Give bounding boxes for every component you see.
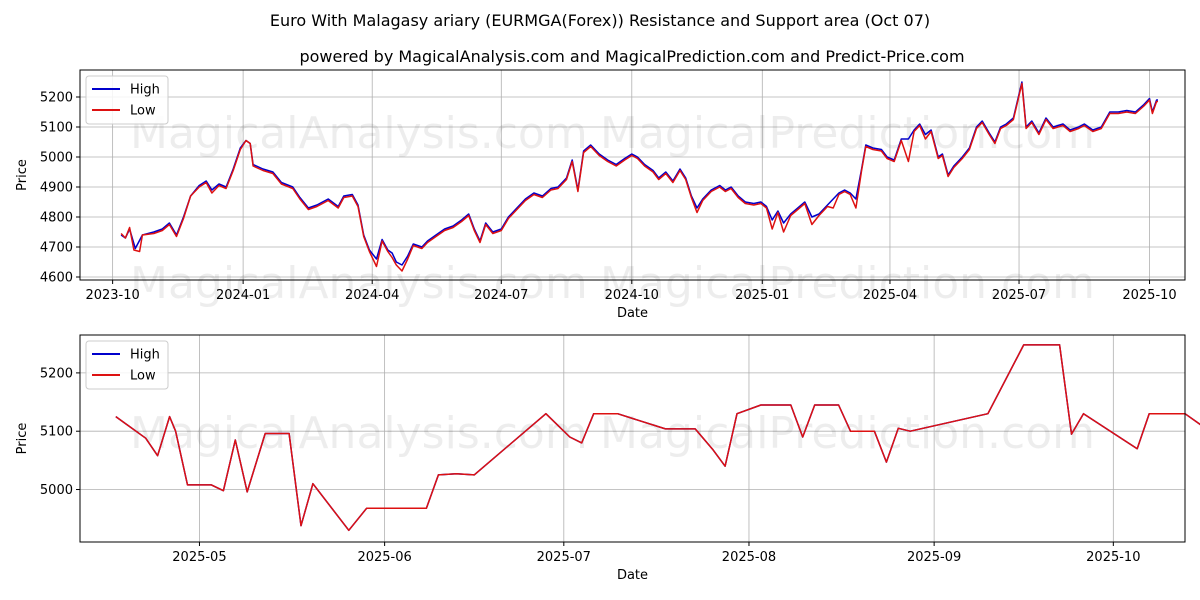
x-axis-label: Date <box>617 568 648 583</box>
watermark-text: MagicalPrediction.com <box>600 258 1095 309</box>
y-tick-label: 5200 <box>40 366 73 381</box>
y-tick-label: 5000 <box>40 151 73 166</box>
x-tick-label: 2025-08 <box>722 550 776 565</box>
legend-label-low: Low <box>130 104 156 119</box>
x-tick-label: 2024-07 <box>474 288 528 303</box>
watermark-text: MagicalAnalysis.com <box>130 258 588 309</box>
series-line-high <box>120 81 1158 266</box>
series-line-low <box>115 344 1200 532</box>
y-axis-label: Price <box>15 159 30 191</box>
x-axis-label: Date <box>617 306 648 321</box>
y-axis-label: Price <box>15 423 30 455</box>
y-tick-label: 5000 <box>40 483 73 498</box>
x-tick-label: 2025-05 <box>172 550 226 565</box>
x-tick-label: 2024-04 <box>345 288 399 303</box>
x-tick-label: 2025-07 <box>992 288 1046 303</box>
legend-label-high: High <box>130 83 160 98</box>
axes-frame <box>79 334 1186 543</box>
grid <box>80 70 1185 280</box>
series-line-low <box>120 82 1158 272</box>
y-tick-label: 4700 <box>40 241 73 256</box>
y-tick-label: 5100 <box>40 121 73 136</box>
axes-frame <box>79 69 1186 281</box>
x-tick-label: 2025-01 <box>735 288 789 303</box>
watermark-text: MagicalPrediction.com <box>600 108 1095 159</box>
chart-subtitle: powered by MagicalAnalysis.com and Magic… <box>299 47 964 66</box>
x-tick-label: 2024-10 <box>605 288 659 303</box>
x-tick-label: 2023-10 <box>85 288 139 303</box>
x-tick-label: 2025-07 <box>537 550 591 565</box>
grid <box>80 335 1185 542</box>
watermark-text: MagicalAnalysis.com <box>130 408 588 459</box>
x-tick-label: 2025-10 <box>1086 550 1140 565</box>
y-tick-label: 4800 <box>40 211 73 226</box>
x-tick-label: 2025-09 <box>907 550 961 565</box>
x-tick-label: 2025-04 <box>863 288 917 303</box>
chart-title: Euro With Malagasy ariary (EURMGA(Forex)… <box>270 11 930 30</box>
y-tick-label: 5100 <box>40 425 73 440</box>
top-panel: MagicalAnalysis.com MagicalPrediction.com… <box>15 69 1186 321</box>
legend-label-high: High <box>130 348 160 363</box>
watermark-text: MagicalPrediction.com <box>600 408 1095 459</box>
legend: High Low <box>85 340 169 390</box>
legend: High Low <box>85 75 169 125</box>
bottom-panel: MagicalAnalysis.com MagicalPrediction.com… <box>15 334 1200 583</box>
legend-label-low: Low <box>130 369 156 384</box>
y-tick-label: 5200 <box>40 91 73 106</box>
watermark-text: MagicalAnalysis.com <box>130 108 588 159</box>
x-tick-label: 2024-01 <box>216 288 270 303</box>
y-tick-label: 4900 <box>40 181 73 196</box>
x-tick-label: 2025-10 <box>1122 288 1176 303</box>
x-tick-label: 2025-06 <box>357 550 411 565</box>
y-tick-label: 4600 <box>40 271 73 286</box>
